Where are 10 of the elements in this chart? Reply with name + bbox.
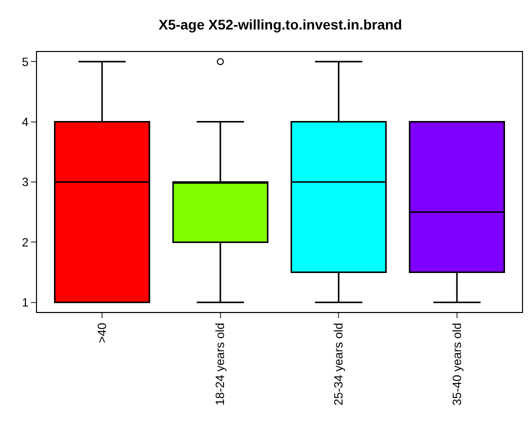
chart-title: X5-age X52-willing.to.invest.in.brand [158,16,402,33]
y-tick-label: 2 [22,235,29,250]
y-tick-label: 4 [22,115,29,130]
x-tick-label: 25-34 years old [332,322,346,406]
x-tick-label: 35-40 years old [450,322,464,406]
x-tick-label: >40 [94,322,109,344]
y-tick-label: 1 [22,296,29,310]
y-tick-label: 3 [22,175,29,190]
y-tick-label: 5 [22,54,29,69]
x-tick-label: 18-24 years old [213,322,228,406]
